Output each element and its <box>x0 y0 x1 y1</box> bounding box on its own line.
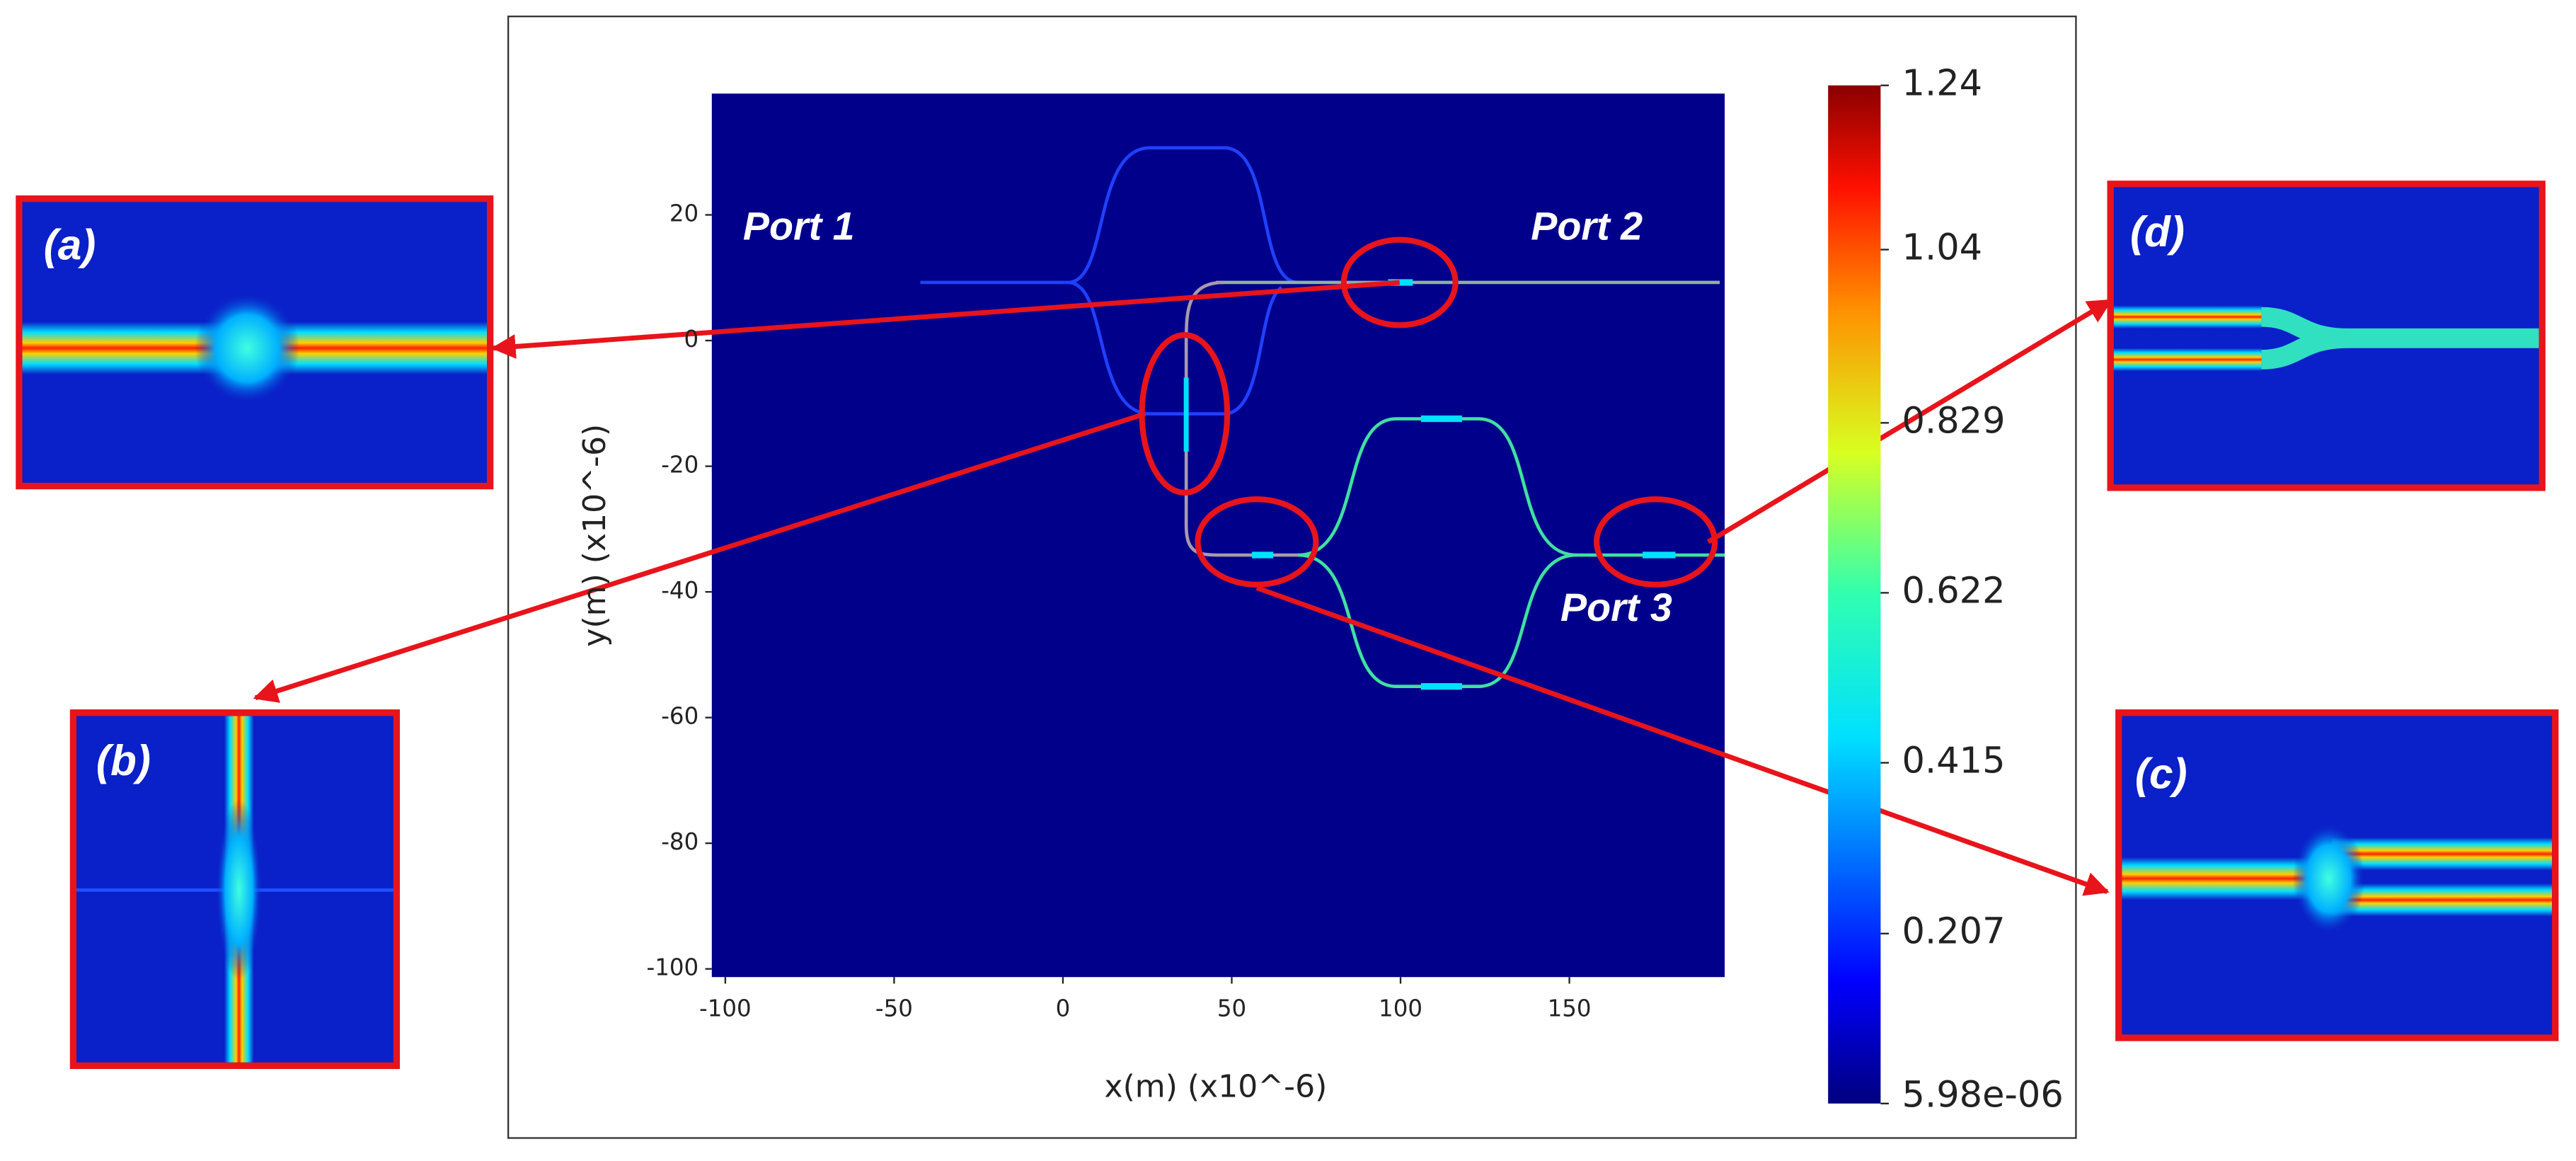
x-tick-label: 0 <box>1056 995 1071 1022</box>
colorbar <box>1828 85 1881 1104</box>
panel-label: (d) <box>2130 207 2185 256</box>
x-tick-label: -50 <box>875 995 913 1022</box>
inset-c <box>2115 709 2559 1041</box>
colorbar-tick-label: 0.415 <box>1902 740 2006 782</box>
colorbar-tick-label: 1.04 <box>1902 227 1983 269</box>
colorbar-tick-label: 0.207 <box>1902 911 2006 953</box>
x-tick-label: 50 <box>1217 995 1246 1022</box>
waveguides <box>920 146 1725 690</box>
y-tick-label: -20 <box>661 452 698 479</box>
y-tick-label: -40 <box>661 577 698 604</box>
x-tick-label: 150 <box>1548 995 1592 1022</box>
plot-area <box>711 93 1725 978</box>
port-label: Port 2 <box>1531 205 1643 248</box>
inset-d <box>2107 181 2546 491</box>
panel-label: (b) <box>96 736 151 784</box>
y-axis-label: y(m) (x10^-6) <box>577 424 613 647</box>
port-label: Port 3 <box>1560 585 1672 629</box>
colorbar-tick-label: 0.829 <box>1902 400 2006 442</box>
colorbar-tick-label: 0.622 <box>1902 570 2006 612</box>
highlights <box>253 236 2113 896</box>
panel-label: (c) <box>2135 749 2187 797</box>
x-tick-label: -100 <box>699 995 752 1022</box>
y-tick-label: -100 <box>647 954 699 981</box>
y-tick-label: -60 <box>661 703 698 730</box>
y-tick-label: 0 <box>684 326 699 353</box>
inset-a <box>16 195 494 490</box>
port-label: Port 1 <box>743 205 855 248</box>
x-tick-label: 100 <box>1379 995 1422 1022</box>
colorbar-tick-label: 5.98e-06 <box>1902 1075 2064 1116</box>
y-tick-label: 20 <box>669 200 698 227</box>
y-tick-label: -80 <box>661 828 698 855</box>
x-axis-label: x(m) (x10^-6) <box>1105 1069 1328 1105</box>
colorbar-tick-label: 1.24 <box>1902 63 1983 105</box>
inset-b <box>69 709 401 1070</box>
panel-label: (a) <box>44 221 96 269</box>
